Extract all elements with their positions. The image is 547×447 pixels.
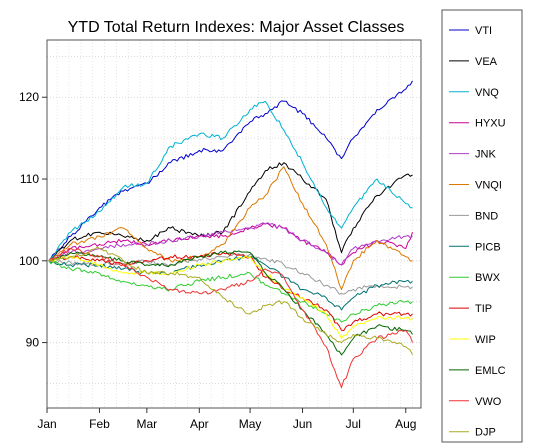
legend-item: TIP [449,303,492,315]
legend-item: WIP [449,334,496,346]
legend-label: JNK [475,149,496,161]
legend-label: WIP [475,334,496,346]
legend-item: VWO [449,396,502,408]
legend-label: EMLC [475,365,506,377]
y-tick-label: 90 [26,336,40,350]
series-line-vnqi [48,166,413,290]
series-line-bnd [48,253,413,295]
series-line-emlc [48,250,413,356]
x-tick-label: Mar [137,417,158,431]
legend-item: VNQI [449,180,502,192]
series-line-tip [48,251,413,331]
legend-label: HYXU [475,118,506,130]
plot-frame [46,39,422,409]
gridlines [47,40,421,408]
legend-label: VNQI [475,180,502,192]
legend-label: VNQ [475,87,499,99]
y-tick-label: 120 [19,90,39,104]
series-line-vwo [48,248,413,389]
legend-item: PICB [449,241,501,253]
legend-item: VEA [449,56,498,68]
legend-label: DJP [475,427,496,439]
axes: Jan Feb Mar Apr May Jun Jul Aug 90 100 110 120 [19,90,416,431]
legend-item: BND [449,210,498,222]
x-tick-label: Feb [89,417,110,431]
legend-item: DJP [449,427,496,439]
x-tick-label: Jul [346,417,361,431]
legend-item: JNK [449,149,496,161]
legend-item: BWX [449,272,501,284]
legend-label: BWX [475,272,501,284]
series-line-vnq [48,100,413,262]
legend-label: TIP [475,303,492,315]
y-tick-label: 100 [19,254,39,268]
legend-label: VWO [475,396,502,408]
legend-item: HYXU [449,118,506,130]
legend-label: VEA [475,56,498,68]
chart-title: YTD Total Return Indexes: Major Asset Cl… [68,19,405,36]
x-tick-label: May [239,417,262,431]
legend-item: VNQ [449,87,499,99]
x-tick-label: Jun [293,417,312,431]
legend-item: VTI [449,25,492,37]
series-line-vti [48,80,413,262]
x-tick-label: Apr [190,417,209,431]
x-tick-label: Aug [395,417,416,431]
legend: VTI VEA VNQ HYXU JNK VNQI BND PICB BWX TIP WIP EMLC… [441,9,523,443]
series-lines [48,80,413,389]
y-tick-label: 110 [20,172,39,186]
legend-label: BND [475,210,498,222]
series-line-wip [48,255,413,339]
series-line-jnk [48,222,413,266]
legend-box [441,9,523,443]
x-tick-label: Jan [37,417,56,431]
series-line-bwx [48,260,413,323]
series-line-vea [48,162,413,262]
legend-label: VTI [475,25,492,37]
series-line-djp [48,246,413,356]
legend-item: EMLC [449,365,506,377]
legend-label: PICB [475,241,501,253]
